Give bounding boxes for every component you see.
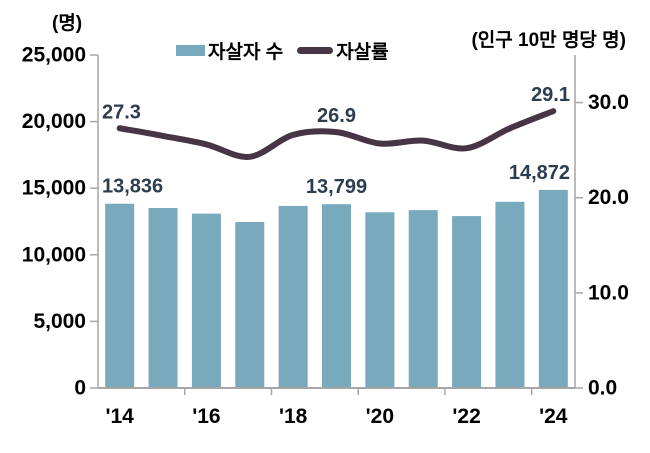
right-axis-title: (인구 10만 명당 명) <box>471 30 626 51</box>
bar-'17 <box>235 221 265 388</box>
legend-item-suicide-count: 자살자 수 <box>176 37 283 64</box>
left-axis-tick-label: 0 <box>74 377 86 400</box>
bar-'22 <box>452 216 482 388</box>
left-axis-tick-label: 25,000 <box>22 44 86 67</box>
rate-value-label: 29.1 <box>531 84 570 106</box>
bar-'24 <box>538 189 568 388</box>
x-axis-label: '24 <box>539 405 568 428</box>
bar-'14 <box>105 203 135 388</box>
rate-value-label: 27.3 <box>102 101 141 123</box>
x-axis-label: '16 <box>192 405 220 428</box>
bar-'19 <box>322 204 351 388</box>
legend-bar-label: 자살자 수 <box>208 42 284 63</box>
bar-'21 <box>408 210 438 388</box>
x-axis-label: '14 <box>106 405 135 428</box>
right-axis-tick-label: 10.0 <box>588 281 629 304</box>
left-axis-tick-label: 15,000 <box>22 177 86 200</box>
bar-'18 <box>278 205 308 388</box>
left-axis-tick-label: 20,000 <box>22 110 86 133</box>
bar-'15 <box>148 208 178 388</box>
x-axis-label: '20 <box>366 405 394 428</box>
bar-value-label: 13,836 <box>102 176 163 198</box>
right-axis-tick-label: 30.0 <box>588 91 629 114</box>
bar-'16 <box>191 213 221 388</box>
right-axis-tick-label: 20.0 <box>588 186 629 209</box>
left-axis-tick-label: 5,000 <box>33 310 86 333</box>
left-axis-title: (명) <box>52 13 83 34</box>
legend-item-suicide-rate: 자살률 <box>297 37 389 64</box>
bar-value-label: 13,799 <box>306 176 367 198</box>
x-axis-label: '22 <box>452 405 480 428</box>
line-series-swatch-icon <box>297 47 334 54</box>
legend-line-label: 자살률 <box>336 42 389 63</box>
bar-value-label: 14,872 <box>509 162 570 184</box>
legend: 자살자 수 자살률 <box>176 37 389 64</box>
bar-series-swatch-icon <box>176 45 205 56</box>
x-axis-label: '18 <box>279 405 308 428</box>
rate-line <box>116 108 557 160</box>
right-axis-tick-label: 0.0 <box>588 377 617 400</box>
left-axis-tick-label: 10,000 <box>22 243 86 266</box>
bar-'20 <box>365 212 395 388</box>
rate-value-label: 26.9 <box>317 105 356 127</box>
bar-'23 <box>495 201 525 388</box>
